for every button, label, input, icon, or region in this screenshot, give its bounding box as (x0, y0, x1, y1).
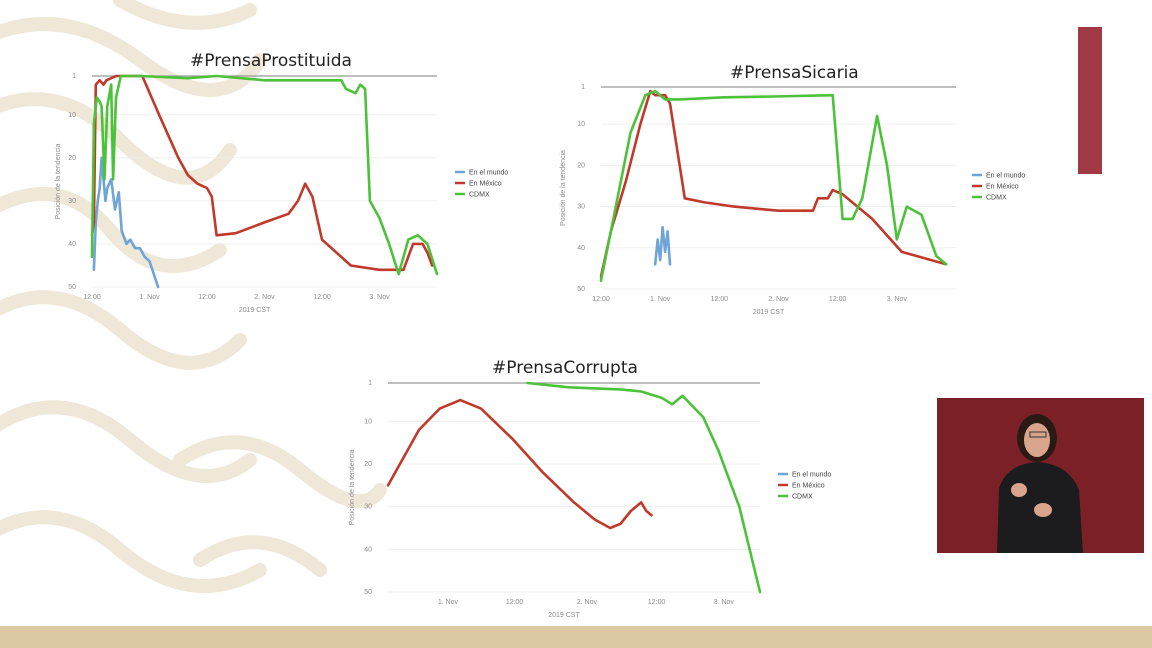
y-tick-label: 30 (68, 198, 76, 205)
y-axis-label: Posición de la tendencia (349, 449, 356, 525)
legend-label: En México (986, 184, 1019, 191)
y-tick-label: 40 (364, 546, 372, 553)
legend-label: En el mundo (792, 472, 831, 479)
x-tick-label: 2. Nov (254, 294, 275, 301)
y-tick-label: 50 (364, 589, 372, 596)
x-tick-label: 2. Nov (768, 296, 789, 303)
bottom-band (0, 626, 1152, 648)
x-tick-label: 1. Nov (650, 296, 671, 303)
series-line-cdmx (526, 381, 762, 594)
series-line-cdmx (90, 74, 439, 276)
series-line-cdmx (599, 89, 948, 283)
y-tick-label: 50 (68, 284, 76, 291)
chart-title-corrupta: #PrensaCorrupta (492, 358, 638, 378)
y-tick-label: 30 (364, 504, 372, 511)
chart-title-prostituida: #PrensaProstituida (190, 51, 352, 71)
interpreter-hand-left (1011, 483, 1027, 497)
y-tick-label: 1 (581, 84, 585, 91)
chart-2: 1 10 20 30 40 50 12:00 1. Nov 12:00 2. Nov 12:00 3.… (560, 84, 1025, 316)
x-tick-label: 3. Nov (369, 294, 390, 301)
series-line-en-m-xico (90, 74, 434, 272)
interpreter-glasses (1029, 431, 1047, 438)
x-tick-label: 3. Nov (714, 599, 735, 606)
x-tick-label: 12:00 (506, 599, 524, 606)
chart-1: 1 10 20 30 40 50 12:00 1. Nov 12:00 2. Nov 12:00 3.… (55, 73, 508, 314)
interpreter-hand-right (1034, 503, 1052, 517)
chart-title-sicaria: #PrensaSicaria (730, 63, 859, 83)
series-line-en-m-xico (599, 89, 948, 278)
x-tick-label: 12:00 (648, 599, 666, 606)
x-tick-label: 12:00 (592, 296, 610, 303)
x-tick-label: 12:00 (198, 294, 216, 301)
x-tick-label: 2. Nov (577, 599, 598, 606)
legend-label: CDMX (986, 195, 1007, 202)
x-tick-label: 12:00 (83, 294, 101, 301)
y-axis-label: Posición de la tendencia (560, 150, 567, 226)
x-tick-label: 3. Nov (887, 296, 908, 303)
y-tick-label: 30 (577, 204, 585, 211)
x-tick-label: 12:00 (711, 296, 729, 303)
y-tick-label: 50 (577, 286, 585, 293)
sign-language-interpreter-video (937, 398, 1144, 553)
x-tick-label: 1. Nov (438, 599, 459, 606)
interpreter-face (1024, 423, 1050, 457)
x-tick-label: 12:00 (313, 294, 331, 301)
series-line-en-el-mundo (92, 156, 160, 289)
y-tick-label: 10 (577, 121, 585, 128)
legend-label: En México (792, 483, 825, 490)
series-line-en-m-xico (386, 398, 653, 530)
chart-3: 1 10 20 30 40 50 1. Nov 12:00 2. Nov 12:00 3. Nov 2… (349, 380, 831, 619)
x-axis-label: 2019 CST (753, 309, 785, 316)
y-tick-label: 10 (364, 418, 372, 425)
x-tick-label: 1. Nov (139, 294, 160, 301)
y-tick-label: 40 (68, 241, 76, 248)
x-axis-label: 2019 CST (548, 612, 580, 619)
legend-label: En México (469, 181, 502, 188)
x-axis-label: 2019 CST (239, 307, 271, 314)
y-tick-label: 20 (68, 155, 76, 162)
accent-bar (1078, 27, 1102, 174)
y-tick-label: 1 (72, 73, 76, 80)
y-tick-label: 10 (68, 112, 76, 119)
legend-label: CDMX (792, 494, 813, 501)
series-line-en-el-mundo (653, 225, 672, 266)
y-tick-label: 40 (577, 245, 585, 252)
y-tick-label: 1 (368, 380, 372, 387)
legend-label: CDMX (469, 192, 490, 199)
y-axis-label: Posición de la tendencia (55, 143, 62, 219)
y-tick-label: 20 (364, 461, 372, 468)
legend-label: En el mundo (986, 173, 1025, 180)
legend-label: En el mundo (469, 170, 508, 177)
x-tick-label: 12:00 (829, 296, 847, 303)
y-tick-label: 20 (577, 162, 585, 169)
